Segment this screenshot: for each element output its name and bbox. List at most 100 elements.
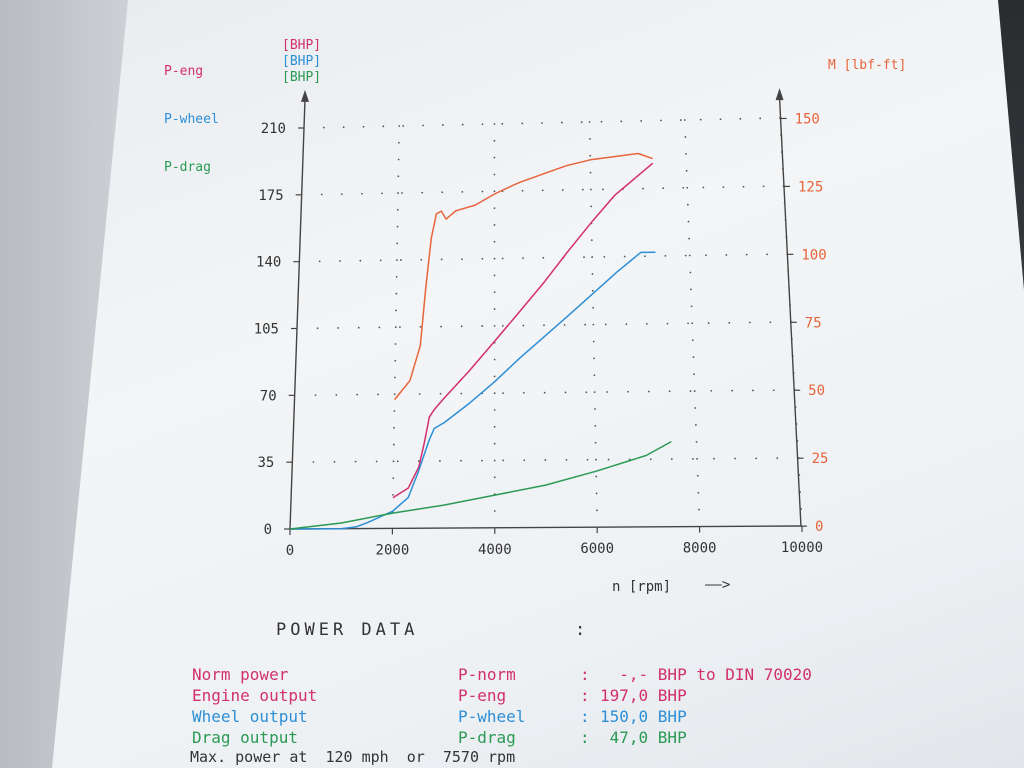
grid-dot xyxy=(501,257,504,260)
row-symbol: P-eng xyxy=(458,686,507,705)
grid-dot xyxy=(392,460,395,463)
grid-dot xyxy=(640,120,643,122)
ticks: 0 2000 4000 6000 8000 10000 0 35 70 105 140 175 210 0… xyxy=(254,111,829,559)
grid-dot xyxy=(493,392,496,395)
grid-dot xyxy=(543,391,546,394)
left-y-tick-label: 105 xyxy=(254,322,279,338)
power-row-wheel: Wheel output P-wheel : 150,0 BHP xyxy=(192,706,952,727)
grid-dot xyxy=(493,123,496,125)
grid-dot xyxy=(688,237,691,240)
grid-dot xyxy=(666,322,669,325)
left-axis-arrow-icon xyxy=(300,89,309,102)
grid-dot xyxy=(440,258,443,261)
grid-dot xyxy=(461,258,463,261)
legend-eng-unit: [BHP] xyxy=(282,38,322,53)
grid-dot xyxy=(603,255,606,258)
grid-dot xyxy=(592,306,594,309)
grid-dot xyxy=(481,190,484,193)
grid-dot xyxy=(493,139,496,142)
row-symbol: P-norm xyxy=(458,665,516,684)
grid-dot xyxy=(686,203,689,206)
grid-dot xyxy=(340,193,343,195)
legend: P-eng P-wheel P-drag xyxy=(164,32,219,192)
grid-dot xyxy=(649,458,652,461)
grid-dot xyxy=(544,459,547,461)
grid-dot xyxy=(682,186,685,189)
power-data-title: POWER DATA xyxy=(276,620,419,640)
grid-dot xyxy=(565,459,568,461)
grid-dot xyxy=(541,189,544,192)
grid-dot xyxy=(397,175,400,178)
grid-dot xyxy=(322,126,325,129)
grid-dot xyxy=(564,391,567,394)
grid-dot xyxy=(320,193,323,196)
grid-dot xyxy=(379,259,382,262)
x-tick-label: 6000 xyxy=(580,541,614,557)
grid-dot xyxy=(692,457,694,460)
grid-dot xyxy=(419,325,422,328)
grid-dot xyxy=(604,323,607,326)
grid-dot xyxy=(394,376,396,379)
grid-dot xyxy=(606,391,609,393)
x-tick-label: 0 xyxy=(286,543,294,559)
grid-dot xyxy=(439,392,442,395)
grid-dot xyxy=(728,321,731,324)
grid-dot xyxy=(748,321,751,324)
grid-dot xyxy=(418,393,421,395)
grid-dot xyxy=(690,305,693,308)
power-data-colon: : xyxy=(575,620,586,640)
left-y-tick-label: 70 xyxy=(260,388,277,404)
grid-dot xyxy=(362,125,365,128)
grid-dot xyxy=(580,121,583,124)
grid-dot xyxy=(591,273,594,275)
grid-dot xyxy=(687,220,690,223)
grid-dot xyxy=(690,288,692,291)
grid-dot xyxy=(339,260,341,262)
grid-dot xyxy=(679,119,682,121)
row-label: Engine output xyxy=(192,686,318,705)
grid-dot xyxy=(382,125,385,128)
grid-dot xyxy=(393,410,396,412)
grid-dot xyxy=(560,121,563,124)
grid-dot xyxy=(696,474,699,477)
grid-dot xyxy=(594,441,597,444)
grid-dot xyxy=(481,459,483,462)
grid-dot xyxy=(493,358,496,361)
grid-dot xyxy=(523,459,526,462)
grid-dot xyxy=(361,192,363,195)
grid-dot xyxy=(691,322,694,325)
grid-dot xyxy=(377,393,379,396)
grid-dot xyxy=(493,325,496,327)
grid-dot xyxy=(420,258,423,261)
grid-dot xyxy=(541,122,543,124)
grid-dot xyxy=(695,440,698,443)
grid-dot xyxy=(595,458,597,461)
grid-dot xyxy=(591,289,594,292)
left-y-tick-label: 0 xyxy=(264,522,272,538)
grid-dot xyxy=(393,426,395,429)
grid-dot xyxy=(392,493,394,496)
grid-dot xyxy=(359,259,362,262)
grid-dot xyxy=(439,460,441,462)
left-y-tick-label: 175 xyxy=(258,188,283,204)
row-label: Norm power xyxy=(192,665,289,684)
grid-dot xyxy=(600,120,603,123)
grid-dot xyxy=(493,257,496,260)
grid-dot xyxy=(461,190,464,193)
grid-dot xyxy=(440,325,442,328)
grid-dot xyxy=(441,124,444,126)
grid-dot xyxy=(585,391,588,394)
grid-dot xyxy=(493,510,496,512)
grid-dot xyxy=(593,391,596,394)
grid-dot xyxy=(378,326,381,329)
grid-dot xyxy=(501,122,504,125)
right-y-tick-label: 100 xyxy=(801,247,826,263)
grid-dot xyxy=(625,323,628,326)
grid-dot xyxy=(687,322,689,325)
grid-dot xyxy=(664,255,667,257)
grid-dot xyxy=(502,459,505,462)
grid-dot xyxy=(670,458,673,460)
grid-dot xyxy=(333,460,336,463)
grid-dot xyxy=(584,323,587,326)
grid-dot xyxy=(493,442,496,445)
